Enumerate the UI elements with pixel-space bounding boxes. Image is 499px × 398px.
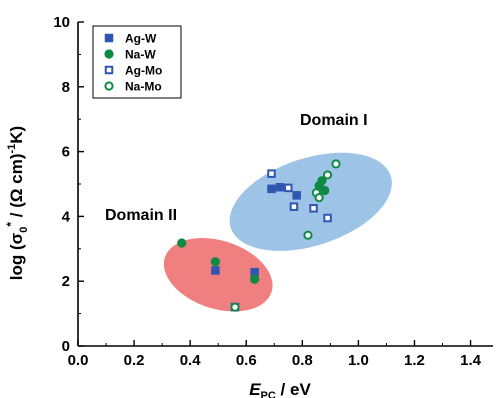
na-mo-point [316, 194, 323, 201]
ag-mo-point [268, 170, 275, 177]
ag-w-point [211, 266, 220, 275]
x-axis-label: EPC / eV [249, 380, 311, 398]
domain-i-ellipse [217, 134, 404, 269]
x-tick-label: 0.8 [292, 352, 313, 369]
legend-marker-na-mo [105, 82, 112, 89]
legend-marker-na-w [104, 49, 113, 58]
domains-layer [154, 134, 404, 324]
x-tick-label: 1.2 [404, 352, 425, 369]
na-mo-point [332, 160, 339, 167]
legend-label-na-mo: Na-Mo [125, 80, 162, 94]
x-tick-label: 0.6 [236, 352, 257, 369]
domain-i-label: Domain I [300, 112, 368, 129]
y-tick-label: 2 [62, 273, 70, 290]
na-w-point [177, 238, 186, 247]
ag-mo-point [285, 185, 292, 192]
legend-label-na-w: Na-W [125, 48, 156, 62]
ag-w-point [276, 183, 285, 192]
x-tick-label: 1.4 [460, 352, 482, 369]
ag-w-point [292, 191, 301, 200]
na-w-point [250, 275, 259, 284]
x-tick-label: 0.4 [180, 352, 202, 369]
legend-marker-ag-mo [106, 67, 113, 74]
legend-label-ag-w: Ag-W [125, 32, 157, 46]
legend-label-ag-mo: Ag-Mo [125, 64, 162, 78]
na-mo-point [324, 171, 331, 178]
ag-mo-point [324, 215, 331, 222]
y-tick-label: 8 [62, 79, 70, 96]
domain-ii-label: Domain II [105, 207, 177, 224]
x-tick-label: 0.0 [68, 352, 89, 369]
y-tick-label: 0 [62, 338, 70, 355]
legend-marker-ag-w [105, 34, 114, 43]
y-axis-label: log (σ0* / (Ω cm)-1K) [4, 126, 30, 280]
na-mo-point [231, 304, 238, 311]
ag-mo-point [291, 203, 298, 210]
y-tick-label: 4 [62, 208, 71, 225]
x-tick-label: 0.2 [124, 352, 145, 369]
na-w-point [211, 257, 220, 266]
ag-mo-point [310, 205, 317, 212]
ag-w-point [267, 185, 276, 194]
y-tick-label: 6 [62, 144, 70, 161]
x-tick-label: 1.0 [348, 352, 369, 369]
na-mo-point [304, 232, 311, 239]
y-tick-label: 10 [53, 14, 70, 31]
